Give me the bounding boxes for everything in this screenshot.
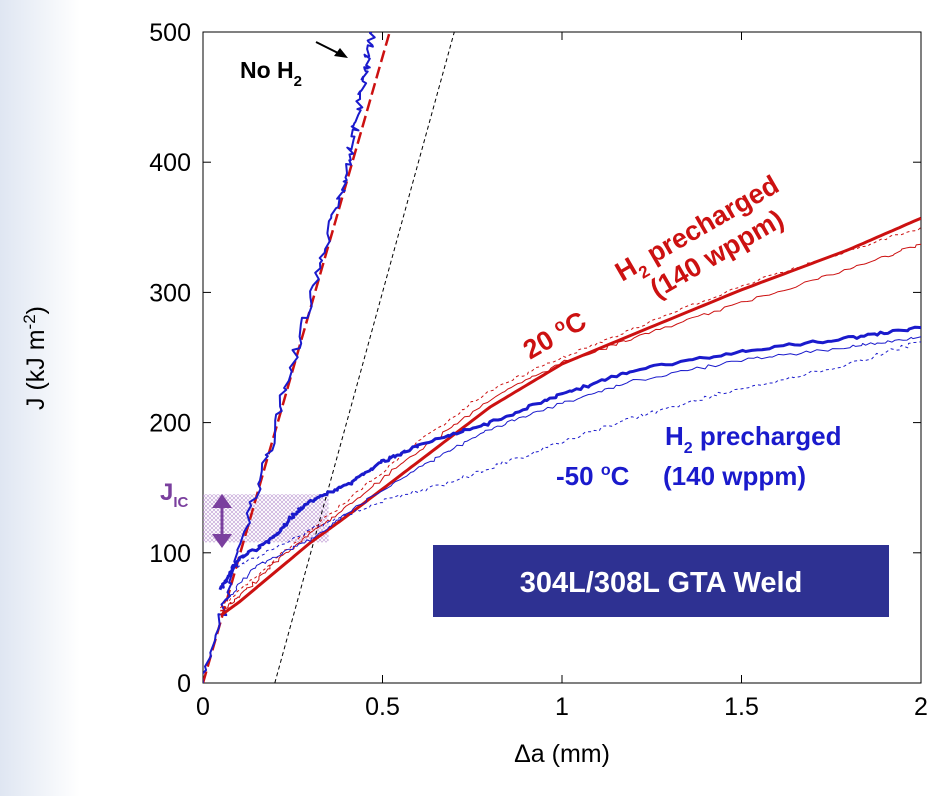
x-tick-label: 0: [196, 693, 210, 721]
y-tick-label: 300: [149, 279, 191, 307]
x-axis-label: Δa (mm): [514, 740, 610, 768]
y-tick-label: 500: [149, 19, 191, 47]
x-tick-label: 2: [914, 693, 928, 721]
y-axis-label: J (kJ m-2): [20, 306, 50, 410]
x-tick-label: 1: [555, 693, 569, 721]
y-tick-label: 400: [149, 149, 191, 177]
blue-wppm-label: (140 wppm): [663, 461, 806, 491]
y-tick-label: 100: [149, 540, 191, 568]
x-tick-label: 0.5: [365, 693, 400, 721]
jic-label: JIC: [160, 479, 189, 511]
weld-label-text: 304L/308L GTA Weld: [520, 567, 803, 599]
y-tick-label: 200: [149, 410, 191, 438]
weld-label-box: 304L/308L GTA Weld: [433, 545, 889, 617]
x-tick-label: 1.5: [724, 693, 759, 721]
blue-temp-label: -50 oC: [556, 461, 630, 491]
y-tick-label: 0: [177, 670, 191, 698]
